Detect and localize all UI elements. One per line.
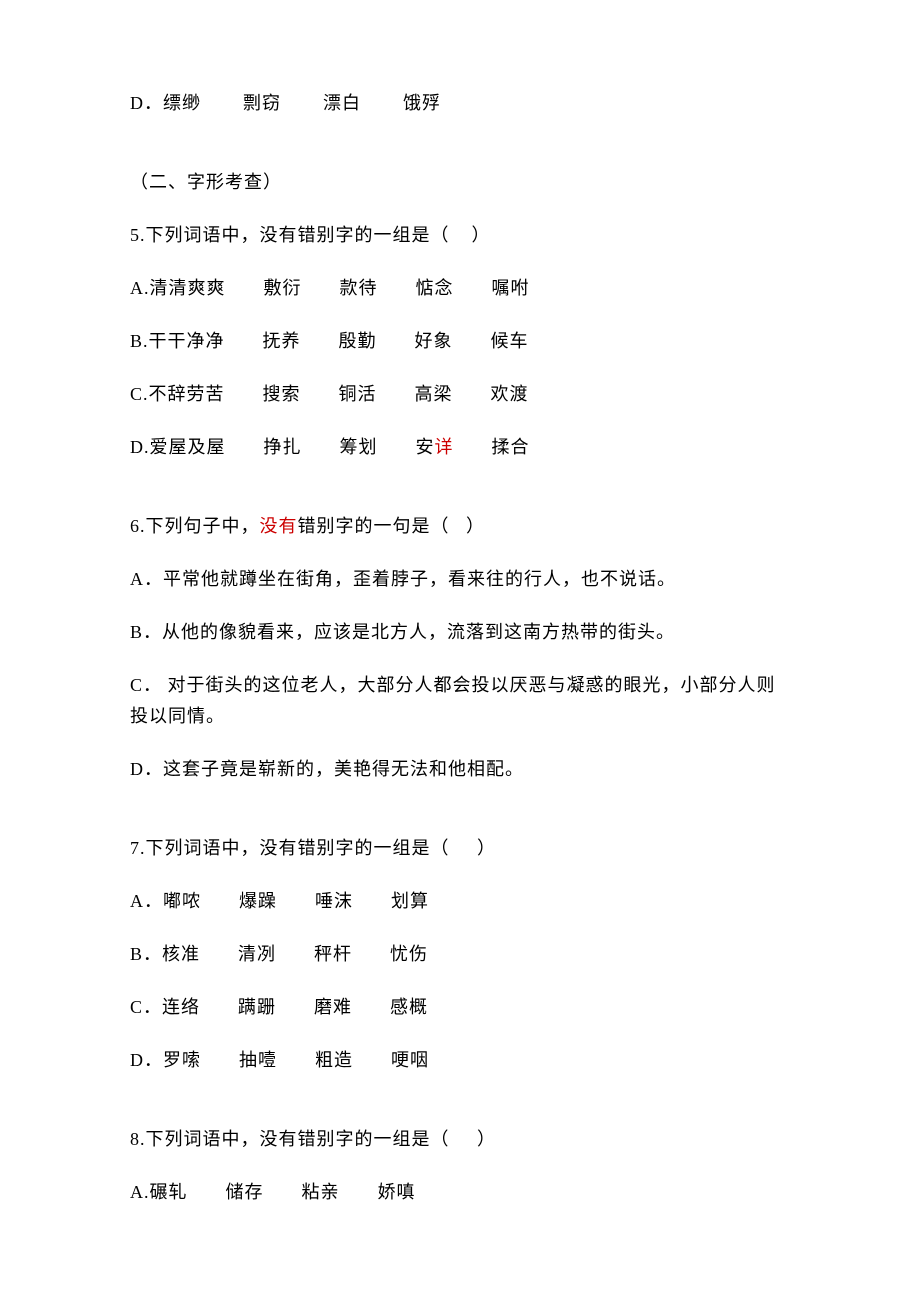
word: 感概 (390, 997, 428, 1017)
word: 秤杆 (314, 944, 352, 964)
stem-text: 5.下列词语中，没有错别字的一组是（ (130, 225, 450, 245)
word: 连络 (162, 997, 200, 1017)
word: 蹒跚 (238, 997, 276, 1017)
q8-option-a: A.碾轧 储存 粘亲 娇嗔 (130, 1179, 810, 1206)
stem-close: ） (477, 1129, 496, 1149)
word: 敷衍 (264, 278, 302, 298)
word-red: 详 (435, 437, 454, 457)
word: 储存 (226, 1182, 264, 1202)
word: 漂白 (323, 93, 361, 113)
option-label: A. (130, 278, 150, 298)
q4-option-d: D．缥缈 剽窃 漂白 饿殍 (130, 90, 810, 117)
q6-option-c-line1: C． 对于街头的这位老人，大部分人都会投以厌恶与凝惑的眼光，小部分人则 (130, 672, 810, 699)
stem-text: 8.下列词语中，没有错别字的一组是（ (130, 1129, 450, 1149)
q7-option-b: B．核准 清冽 秤杆 忧伤 (130, 941, 810, 968)
q6-option-d: D．这套子竟是崭新的，美艳得无法和他相配。 (130, 756, 810, 783)
word: 划算 (391, 891, 429, 911)
word: 忧伤 (390, 944, 428, 964)
word: 清清爽爽 (150, 278, 226, 298)
word: 殷勤 (339, 331, 377, 351)
option-label: C． (130, 997, 162, 1017)
word: 核准 (162, 944, 200, 964)
word: 惦念 (416, 278, 454, 298)
option-label: B． (130, 944, 162, 964)
word: 铜活 (339, 384, 377, 404)
word: 抽噎 (239, 1050, 277, 1070)
word: 饿殍 (403, 93, 441, 113)
word: 不辞劳苦 (149, 384, 225, 404)
word: 清冽 (238, 944, 276, 964)
word: 高梁 (415, 384, 453, 404)
word: 唾沫 (315, 891, 353, 911)
option-label: B. (130, 331, 149, 351)
word: 缥缈 (163, 93, 201, 113)
q7-option-a: A．嘟哝 爆躁 唾沫 划算 (130, 888, 810, 915)
word: 抚养 (263, 331, 301, 351)
q5-option-a: A.清清爽爽 敷衍 款待 惦念 嘱咐 (130, 275, 810, 302)
word-pre: 安 (416, 437, 435, 457)
q7-stem: 7.下列词语中，没有错别字的一组是（ ） (130, 835, 810, 862)
stem-pre: 6.下列句子中， (130, 516, 260, 536)
q5-option-d: D.爱屋及屋 挣扎 筹划 安详 揉合 (130, 434, 810, 461)
q7-option-d: D．罗嗦 抽噎 粗造 哽咽 (130, 1047, 810, 1074)
word: 剽窃 (243, 93, 281, 113)
word: 挣扎 (264, 437, 302, 457)
option-label: D. (130, 437, 150, 457)
stem-mid: 错别字的一句是（ (298, 516, 450, 536)
word: 筹划 (340, 437, 378, 457)
option-label: D． (130, 1050, 163, 1070)
q5-stem: 5.下列词语中，没有错别字的一组是（ ） (130, 222, 810, 249)
word: 搜索 (263, 384, 301, 404)
word: 磨难 (314, 997, 352, 1017)
q5-option-c: C.不辞劳苦 搜索 铜活 高梁 欢渡 (130, 381, 810, 408)
stem-text: 7.下列词语中，没有错别字的一组是（ (130, 838, 450, 858)
q5-option-b: B.干干净净 抚养 殷勤 好象 候车 (130, 328, 810, 355)
word: 哽咽 (391, 1050, 429, 1070)
word: 嘱咐 (492, 278, 530, 298)
option-label: D． (130, 90, 163, 117)
word: 粗造 (315, 1050, 353, 1070)
word: 粘亲 (302, 1182, 340, 1202)
word: 碾轧 (150, 1182, 188, 1202)
stem-close: ） (472, 225, 491, 245)
word: 嘟哝 (163, 891, 201, 911)
word: 爱屋及屋 (150, 437, 226, 457)
stem-red: 没有 (260, 516, 298, 536)
q6-option-c-line2: 投以同情。 (130, 703, 810, 730)
word: 揉合 (492, 437, 530, 457)
word: 好象 (415, 331, 453, 351)
stem-close: ） (466, 516, 485, 536)
word: 欢渡 (491, 384, 529, 404)
word: 干干净净 (149, 331, 225, 351)
word: 候车 (491, 331, 529, 351)
option-label: A. (130, 1182, 150, 1202)
option-label: A． (130, 891, 163, 911)
stem-close: ） (477, 838, 496, 858)
option-label: C. (130, 384, 149, 404)
q6-option-b: B．从他的像貌看来，应该是北方人，流落到这南方热带的街头。 (130, 619, 810, 646)
q6-option-a: A．平常他就蹲坐在街角，歪着脖子，看来往的行人，也不说话。 (130, 566, 810, 593)
q8-stem: 8.下列词语中，没有错别字的一组是（ ） (130, 1126, 810, 1153)
q6-stem: 6.下列句子中，没有错别字的一句是（ ） (130, 513, 810, 540)
word: 罗嗦 (163, 1050, 201, 1070)
word: 款待 (340, 278, 378, 298)
word: 娇嗔 (378, 1182, 416, 1202)
word: 爆躁 (239, 891, 277, 911)
section-2-heading: （二、字形考查） (130, 169, 810, 196)
q7-option-c: C．连络 蹒跚 磨难 感概 (130, 994, 810, 1021)
